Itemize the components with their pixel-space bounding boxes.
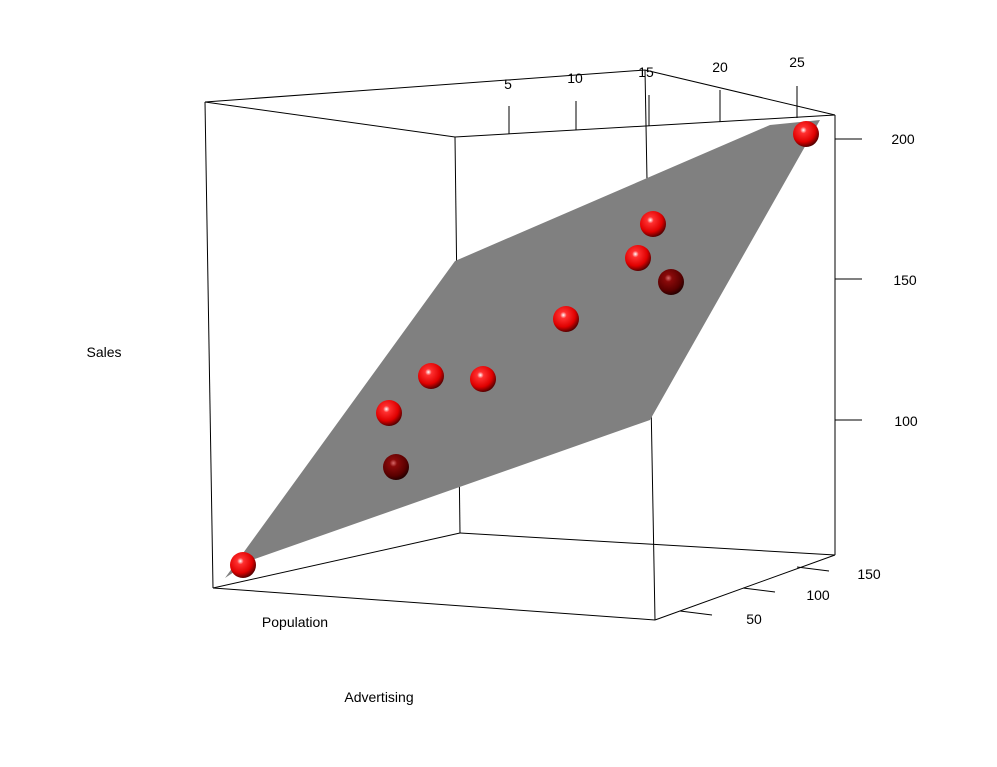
population-tick-mark [679,610,713,616]
advertising-axis-title: Advertising [344,689,413,705]
sales-tick-label: 150 [893,272,917,288]
data-point [793,121,819,147]
advertising-tick-label: 5 [504,76,512,92]
data-point [625,245,651,271]
population-tick-mark [796,566,830,572]
advertising-ticks: 5 10 15 20 25 [504,54,805,134]
data-point [230,552,256,578]
regression-plane [225,120,820,578]
data-point [383,454,409,480]
data-point [470,366,496,392]
box-back-edges [204,69,836,621]
data-point [553,306,579,332]
population-tick-label: 100 [806,587,830,603]
advertising-tick-label: 10 [567,70,583,86]
advertising-tick-label: 20 [712,59,728,75]
population-tick-label: 50 [746,611,762,627]
population-axis-title: Population [262,614,328,630]
data-point [658,269,684,295]
sales-tick-label: 200 [891,131,915,147]
sales-tick-label: 100 [894,413,918,429]
population-ticks: 50 100 150 [679,566,881,627]
advertising-tick-label: 15 [638,64,654,80]
sales-axis-title: Sales [86,344,121,360]
advertising-tick-label: 25 [789,54,805,70]
population-tick-label: 150 [857,566,881,582]
sales-ticks: 200 150 100 [835,131,918,429]
population-tick-mark [742,587,776,593]
data-point [640,211,666,237]
data-points [230,121,819,578]
box-front-edges [204,101,836,621]
data-point [376,400,402,426]
data-point [418,363,444,389]
